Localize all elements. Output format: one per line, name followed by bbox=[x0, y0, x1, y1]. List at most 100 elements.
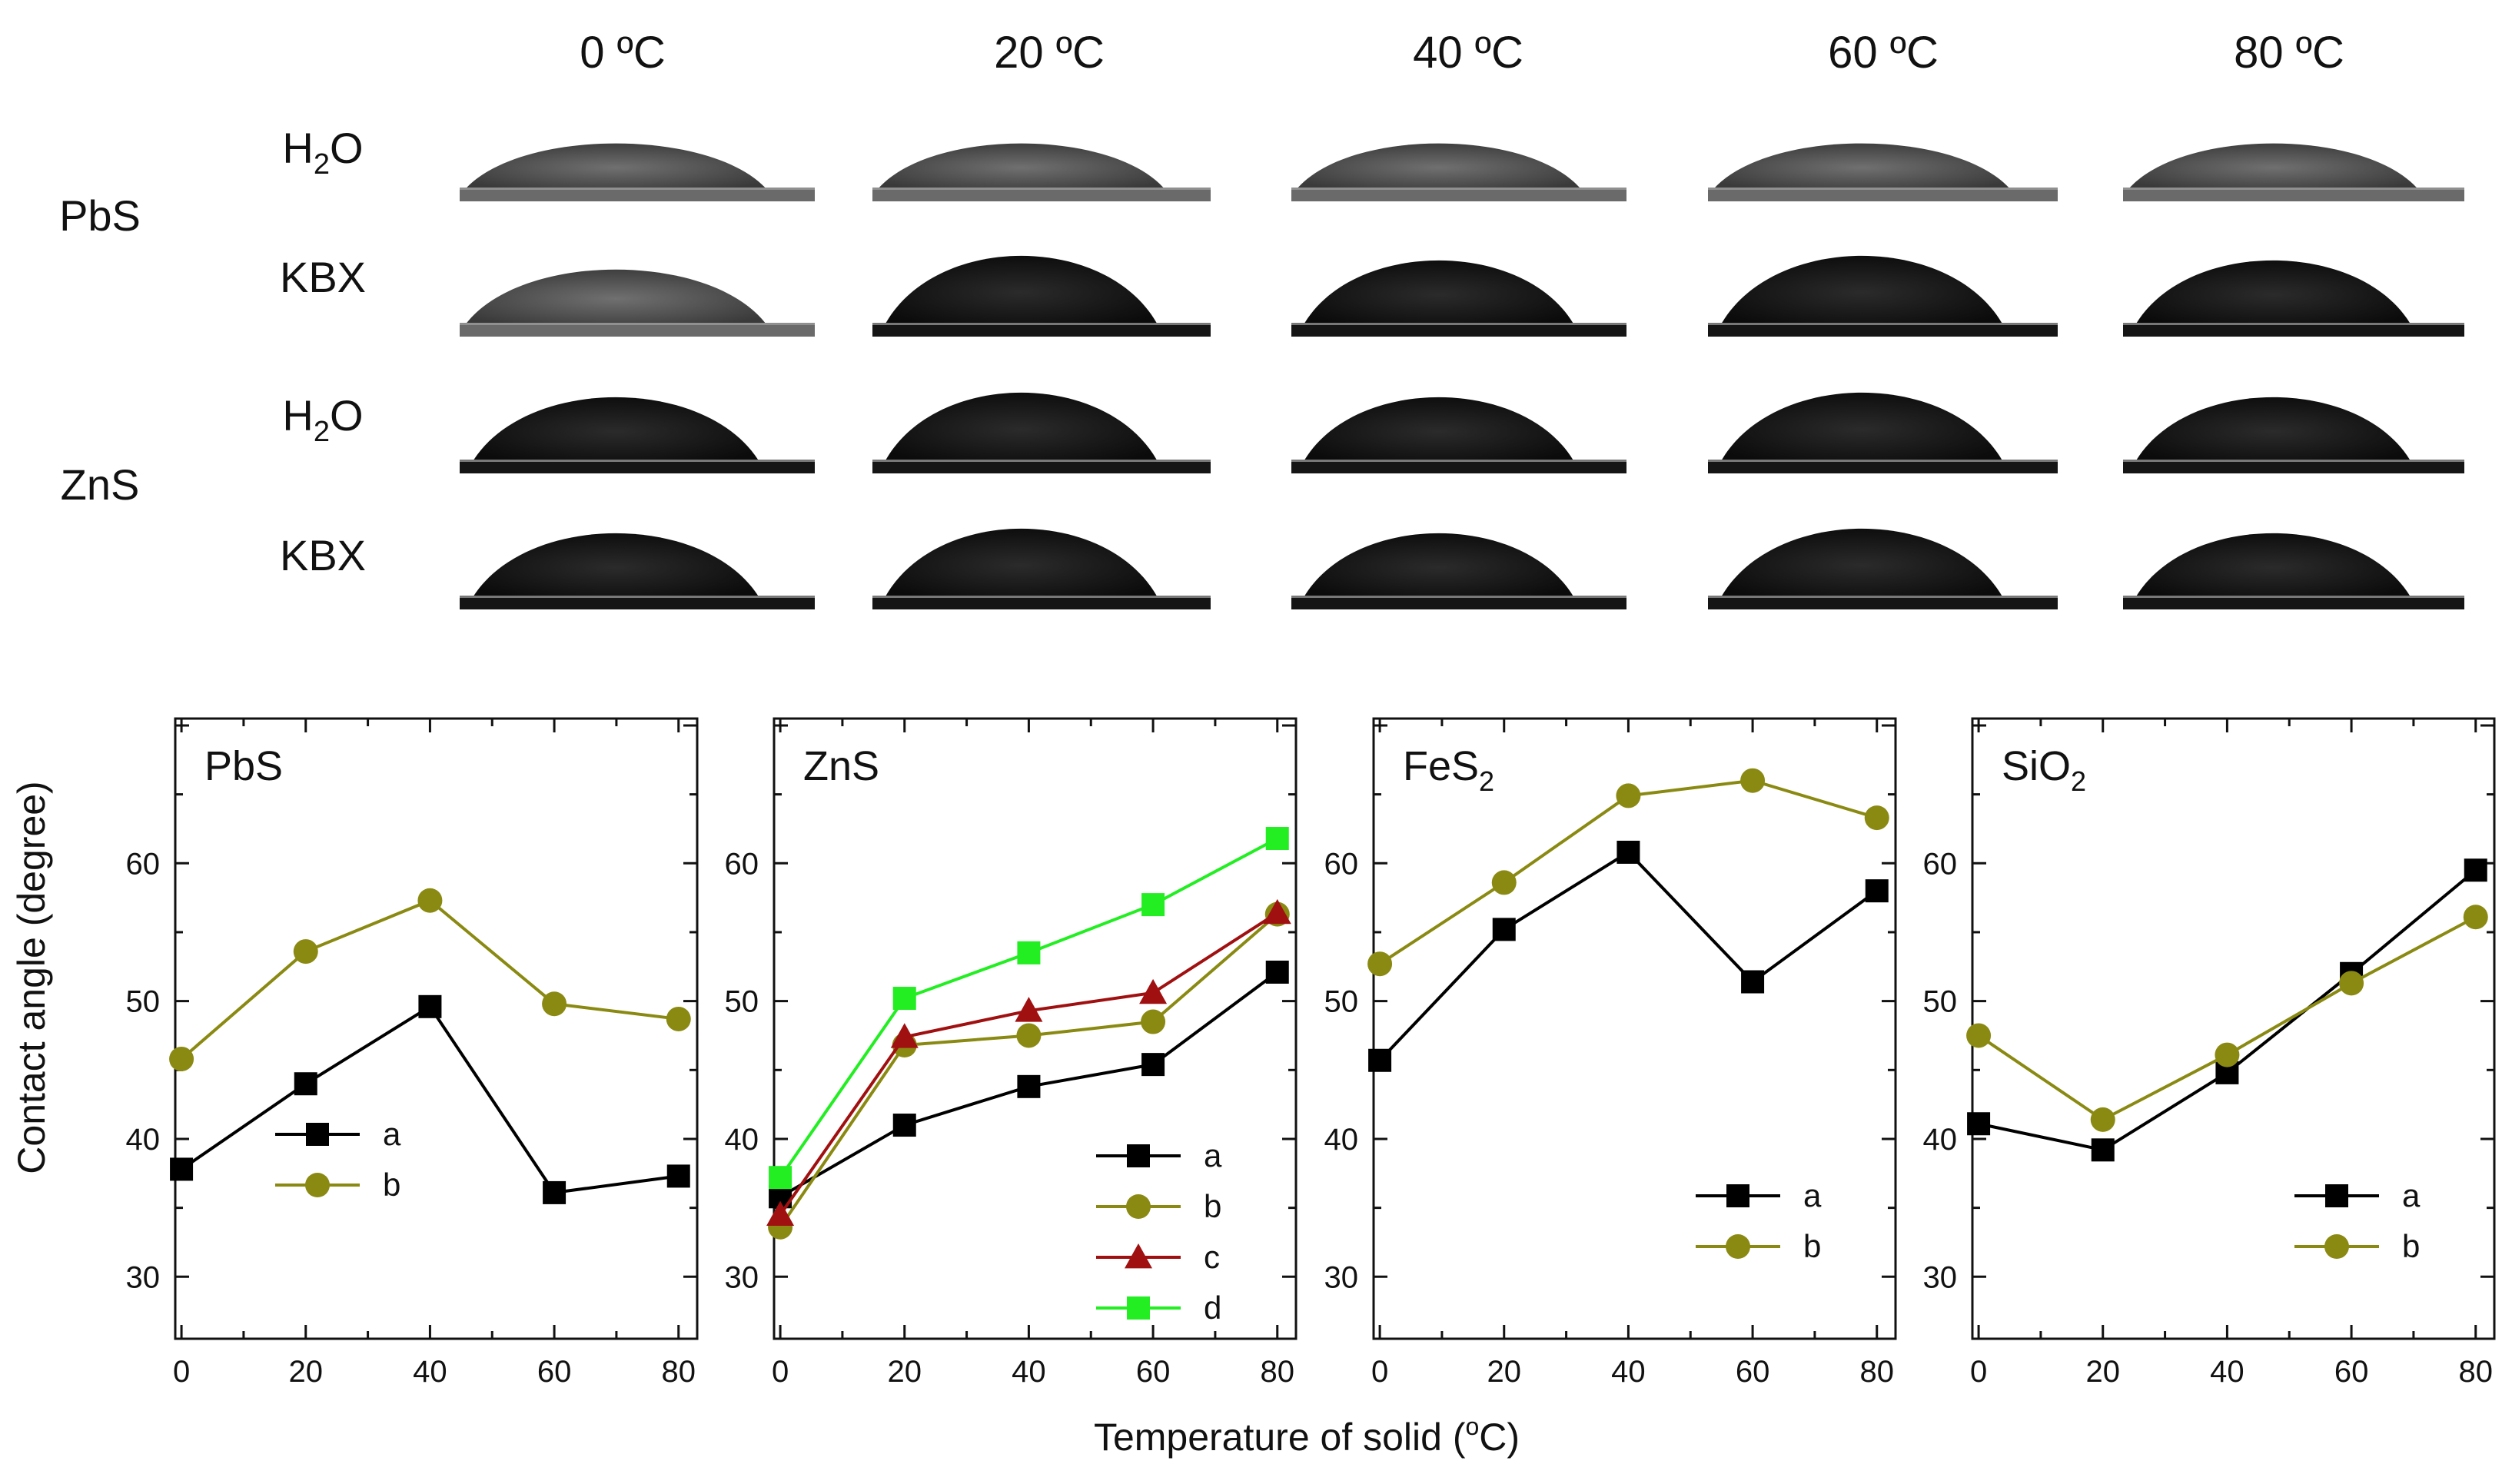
panel-title-sub: 2 bbox=[2071, 765, 2086, 797]
x-axis-label-pre: Temperature of solid ( bbox=[1094, 1416, 1466, 1459]
legend-label-a: a bbox=[1803, 1177, 1822, 1213]
plot-frame bbox=[174, 717, 699, 1340]
data-point-a bbox=[1741, 970, 1765, 994]
droplet bbox=[473, 533, 759, 596]
legend: ab bbox=[275, 1116, 401, 1203]
substrate bbox=[1708, 596, 2058, 609]
chart-panel-sio2: 30 40 50 60 0 20 40 60 80 SiO2 ab bbox=[1923, 717, 2496, 1389]
data-point-d bbox=[769, 1166, 792, 1190]
data-point-a bbox=[418, 994, 442, 1018]
y-tick-label: 40 bbox=[725, 1123, 759, 1157]
legend-marker-b bbox=[2324, 1234, 2349, 1259]
data-point-d bbox=[1141, 893, 1165, 917]
droplet bbox=[2129, 143, 2417, 188]
substrate bbox=[1708, 460, 2058, 473]
substrate-edge bbox=[2123, 596, 2464, 598]
substrate-edge bbox=[872, 188, 1211, 190]
droplet-photo bbox=[2123, 397, 2464, 473]
data-point-a bbox=[1368, 1048, 1392, 1072]
legend-label-a: a bbox=[2402, 1177, 2421, 1213]
y-tick-label: 60 bbox=[1324, 847, 1359, 881]
x-tick-label: 60 bbox=[1136, 1355, 1171, 1389]
legend-label-b: b bbox=[383, 1167, 400, 1203]
droplet bbox=[1722, 528, 2002, 596]
liquid-label-tail: O bbox=[330, 391, 364, 440]
data-point-c bbox=[1139, 978, 1168, 1004]
legend-marker-d bbox=[1127, 1296, 1150, 1320]
droplet bbox=[473, 397, 759, 460]
droplet-photo bbox=[2123, 260, 2464, 337]
panel-title: FeS2 bbox=[1403, 743, 1494, 797]
photo-grid: 0 ºC 20 ºC 40 ºC 60 ºC 80 ºCPbSH2OKBXZnSH2OK… bbox=[59, 28, 2464, 609]
series-a bbox=[1967, 858, 2487, 1162]
droplet-photo bbox=[1708, 143, 2058, 201]
droplet bbox=[2136, 397, 2410, 460]
y-tick-label: 40 bbox=[1324, 1123, 1359, 1157]
droplet-photo bbox=[1291, 260, 1626, 337]
data-point-b bbox=[2090, 1107, 2115, 1132]
droplet bbox=[1298, 143, 1580, 188]
y-tick-label: 50 bbox=[126, 985, 161, 1019]
x-tick-label: 20 bbox=[289, 1355, 324, 1389]
legend-marker-c bbox=[1125, 1243, 1152, 1269]
series-c bbox=[766, 898, 1291, 1226]
substrate bbox=[460, 596, 815, 609]
droplet-photo bbox=[872, 255, 1211, 337]
data-point-c bbox=[1015, 997, 1043, 1022]
series-line-b bbox=[1378, 779, 1878, 965]
x-tick-label: 20 bbox=[1487, 1355, 1522, 1389]
substrate-edge bbox=[2123, 323, 2464, 325]
droplet bbox=[1722, 392, 2002, 460]
data-point-b bbox=[666, 1006, 691, 1031]
series-line-a bbox=[180, 1004, 679, 1195]
series-line-a bbox=[1978, 868, 2477, 1152]
x-tick-label: 20 bbox=[888, 1355, 922, 1389]
liquid-label: H2O bbox=[282, 124, 363, 181]
droplet-photo bbox=[1708, 528, 2058, 609]
legend-marker-a bbox=[1127, 1144, 1150, 1167]
panel-title: SiO2 bbox=[2002, 743, 2086, 797]
droplet bbox=[1304, 260, 1573, 323]
series-line-b bbox=[180, 898, 679, 1061]
y-tick-label: 30 bbox=[1324, 1260, 1359, 1294]
data-point-b bbox=[417, 888, 443, 913]
plot-frame bbox=[1372, 717, 1897, 1340]
data-point-b bbox=[169, 1046, 194, 1071]
substrate-edge bbox=[460, 460, 815, 462]
substrate-edge bbox=[872, 323, 1211, 325]
substrate-edge bbox=[2123, 188, 2464, 190]
data-point-b bbox=[1740, 768, 1766, 793]
series-a bbox=[1368, 840, 1889, 1072]
panel-title-sub: 2 bbox=[1479, 765, 1494, 797]
series-b bbox=[1966, 905, 2488, 1132]
legend-marker-b bbox=[1126, 1194, 1151, 1219]
substrate-edge bbox=[1291, 596, 1626, 598]
droplet bbox=[2136, 533, 2410, 596]
data-point-b bbox=[293, 939, 318, 964]
droplet-photo bbox=[1291, 143, 1626, 201]
x-tick-label: 40 bbox=[1611, 1355, 1646, 1389]
substrate-edge bbox=[460, 323, 815, 325]
panel-title: PbS bbox=[204, 743, 283, 789]
legend-label-c: c bbox=[1204, 1239, 1220, 1275]
liquid-label: KBX bbox=[280, 531, 366, 579]
temperature-label-4: 80 ºC bbox=[2234, 28, 2344, 78]
data-point-b bbox=[1016, 1023, 1042, 1048]
droplet-photo bbox=[1708, 255, 2058, 337]
panel-title-main: SiO bbox=[2002, 743, 2071, 789]
data-point-a bbox=[2091, 1138, 2115, 1162]
substrate bbox=[872, 596, 1211, 609]
y-tick-label: 50 bbox=[1324, 985, 1359, 1019]
substrate bbox=[1708, 188, 2058, 201]
data-point-c bbox=[766, 1200, 795, 1226]
data-point-b bbox=[1491, 870, 1517, 895]
legend-label-a: a bbox=[1204, 1137, 1222, 1174]
legend-label-b: b bbox=[1204, 1188, 1221, 1224]
x-tick-label: 60 bbox=[537, 1355, 572, 1389]
liquid-label-tail: O bbox=[330, 124, 364, 172]
droplet bbox=[886, 528, 1157, 596]
y-tick-label: 60 bbox=[725, 847, 759, 881]
series-line-b bbox=[1977, 915, 2477, 1122]
